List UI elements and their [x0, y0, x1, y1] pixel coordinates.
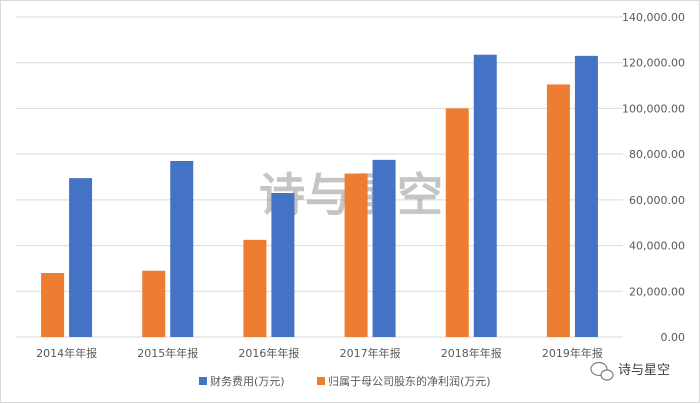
legend: 财务费用(万元) 归属于母公司股东的净利润(万元) [199, 374, 491, 388]
wechat-bubble-large [590, 361, 608, 377]
x-axis-ticks: 2014年年报 2015年年报 2016年年报 2017年年报 2018年年报 2019年… [36, 346, 603, 360]
bar-financial-expense [372, 159, 396, 337]
bar-financial-expense [574, 55, 598, 337]
x-tick-label: 2019年年报 [542, 346, 603, 360]
y-tick-label: 20,000.00 [629, 285, 685, 298]
bar-net-profit [546, 84, 570, 337]
bar-financial-expense [473, 54, 497, 337]
brand-badge: 诗与星空 [590, 361, 670, 381]
bar-net-profit [344, 173, 368, 337]
gridlines [16, 16, 623, 338]
legend-label: 财务费用(万元) [210, 374, 285, 388]
y-tick-label: 60,000.00 [629, 194, 685, 207]
wechat-icon [590, 361, 614, 381]
y-tick-label: 40,000.00 [629, 240, 685, 253]
bar-financial-expense [271, 193, 295, 337]
bar-net-profit [142, 270, 166, 337]
bars [41, 54, 598, 337]
y-tick-label: 140,000.00 [622, 11, 685, 24]
bar-net-profit [243, 239, 267, 337]
y-tick-label: 120,000.00 [622, 57, 685, 70]
bar-financial-expense [170, 161, 194, 337]
legend-swatch [317, 377, 325, 385]
x-tick-label: 2014年年报 [36, 346, 97, 360]
x-tick-label: 2018年年报 [441, 346, 502, 360]
bar-net-profit [445, 108, 469, 337]
y-tick-label: 80,000.00 [629, 148, 685, 161]
y-tick-label: 0.00 [661, 331, 686, 344]
bar-financial-expense [69, 178, 93, 337]
legend-label: 归属于母公司股东的净利润(万元) [328, 374, 491, 388]
y-tick-label: 100,000.00 [622, 102, 685, 115]
y-axis-ticks: 0.00 20,000.00 40,000.00 60,000.00 80,000.00… [622, 11, 685, 344]
x-tick-label: 2017年年报 [340, 346, 401, 360]
x-tick-label: 2016年年报 [238, 346, 299, 360]
brand-name: 诗与星空 [618, 363, 670, 378]
x-tick-label: 2015年年报 [137, 346, 198, 360]
bar-net-profit [41, 273, 65, 337]
legend-swatch [199, 377, 207, 385]
wechat-bubble-small [600, 369, 614, 381]
